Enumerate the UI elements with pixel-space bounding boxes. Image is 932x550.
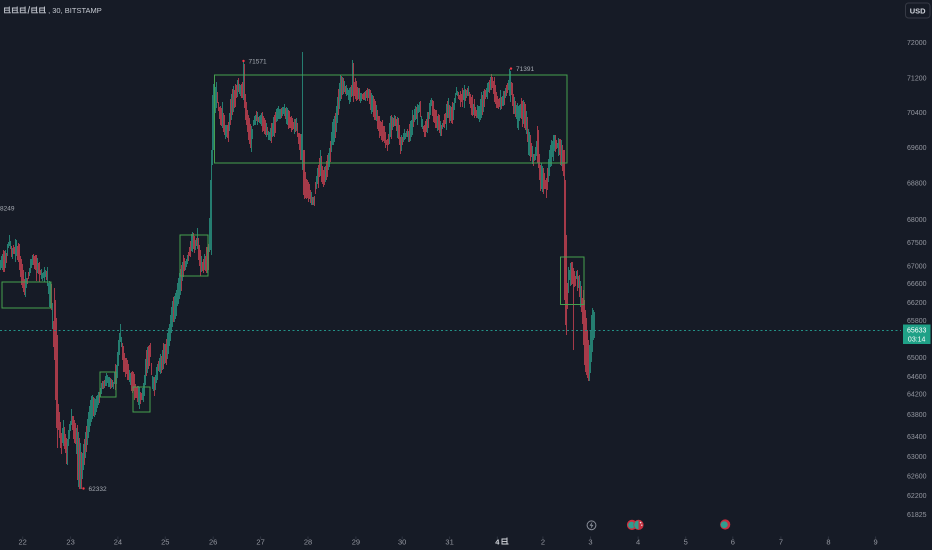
svg-text:7: 7: [779, 538, 783, 547]
svg-text:24: 24: [114, 538, 122, 547]
svg-text:30: 30: [398, 538, 406, 547]
svg-text:66600: 66600: [907, 281, 927, 288]
svg-text:27: 27: [256, 538, 264, 547]
svg-text:65800: 65800: [907, 318, 927, 325]
svg-text:25: 25: [161, 538, 169, 547]
svg-text:70400: 70400: [907, 110, 927, 117]
svg-text:69600: 69600: [907, 145, 927, 152]
svg-text:71200: 71200: [907, 76, 927, 83]
svg-text:62600: 62600: [907, 473, 927, 480]
svg-text:6: 6: [731, 538, 735, 547]
svg-text:67500: 67500: [907, 240, 927, 247]
svg-text:68000: 68000: [907, 217, 927, 224]
svg-text:23: 23: [66, 538, 74, 547]
svg-text:71571: 71571: [249, 59, 267, 66]
svg-text:9: 9: [874, 538, 878, 547]
svg-text:03:14: 03:14: [908, 337, 926, 344]
svg-text:26: 26: [209, 538, 217, 547]
svg-text:62332: 62332: [89, 486, 107, 493]
svg-text:4: 4: [495, 538, 500, 547]
svg-text:29: 29: [352, 538, 360, 547]
svg-text:72000: 72000: [907, 40, 927, 47]
svg-text:2: 2: [541, 538, 545, 547]
svg-text:62200: 62200: [907, 493, 927, 500]
svg-text:63800: 63800: [907, 412, 927, 419]
svg-text:8: 8: [826, 538, 830, 547]
svg-text:64200: 64200: [907, 392, 927, 399]
svg-text:3: 3: [588, 538, 592, 547]
svg-text:63000: 63000: [907, 454, 927, 461]
svg-text:28: 28: [304, 538, 312, 547]
svg-text:USD: USD: [910, 6, 926, 15]
svg-text:68249: 68249: [0, 206, 15, 213]
svg-text:68800: 68800: [907, 181, 927, 188]
svg-text:, 30, BITSTAMP: , 30, BITSTAMP: [48, 6, 102, 15]
svg-text:31: 31: [445, 538, 453, 547]
svg-text:61825: 61825: [907, 512, 927, 519]
svg-text:65633: 65633: [907, 328, 927, 335]
svg-text:22: 22: [19, 538, 27, 547]
svg-text:64600: 64600: [907, 374, 927, 381]
svg-text:5: 5: [684, 538, 688, 547]
svg-text:4: 4: [636, 538, 640, 547]
svg-text:66200: 66200: [907, 300, 927, 307]
svg-text:65000: 65000: [907, 355, 927, 362]
svg-text:63400: 63400: [907, 434, 927, 441]
svg-text:67000: 67000: [907, 264, 927, 271]
svg-text:71391: 71391: [516, 66, 534, 73]
